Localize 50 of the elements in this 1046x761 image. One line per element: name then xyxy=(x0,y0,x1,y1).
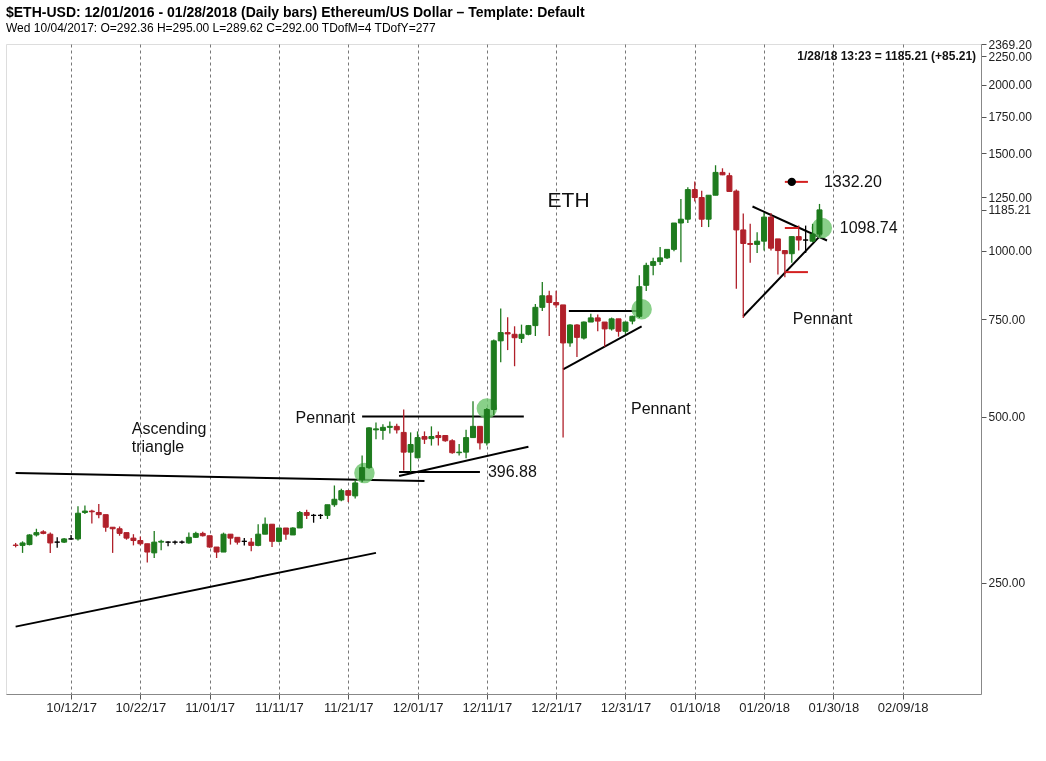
annotation: Ascending triangle xyxy=(131,420,207,455)
y-tick-label: 1185.21 xyxy=(988,203,1032,218)
annotation: 1/28/18 13:23 = 1185.21 (+85.21) xyxy=(797,48,977,63)
candlestick xyxy=(795,224,802,252)
x-tick-label: 11/11/17 xyxy=(255,699,304,715)
x-tick-label: 01/10/18 xyxy=(669,699,721,715)
y-tick-label: 1250.00 xyxy=(988,190,1033,205)
x-tick-label: 12/11/17 xyxy=(462,699,513,715)
x-tick-label: 11/21/17 xyxy=(323,699,374,715)
annotation: 396.88 xyxy=(487,462,537,480)
x-tick-label: 02/09/18 xyxy=(877,699,929,715)
annotation: 1098.74 xyxy=(839,219,898,237)
annotation: Pennant xyxy=(295,408,356,426)
x-tick-label: 12/31/17 xyxy=(600,699,652,715)
candlestick xyxy=(400,408,407,472)
chart-title: $ETH-USD: 12/01/2016 - 01/28/2018 (Daily bars) Ethereum/US Dollar – Template: Default xyxy=(6,4,585,20)
point xyxy=(787,177,796,187)
x-tick-label: 11/01/17 xyxy=(185,699,235,715)
x-tick-label: 10/22/17 xyxy=(115,699,167,715)
annotation: Pennant xyxy=(792,309,853,327)
y-tick-label: 1750.00 xyxy=(988,110,1033,125)
y-tick-label: 1500.00 xyxy=(988,146,1033,161)
candlestick xyxy=(788,235,795,264)
annotation: ETH xyxy=(547,188,590,212)
candlestick xyxy=(476,425,483,451)
candlestick xyxy=(81,504,88,515)
x-tick-label: 12/01/17 xyxy=(392,699,444,715)
candlestick xyxy=(428,425,435,447)
candlestick xyxy=(567,323,574,348)
x-tick-label: 01/30/18 xyxy=(808,699,860,715)
annotation: 1332.20 xyxy=(823,172,882,190)
candlestick xyxy=(352,479,359,500)
candlestick xyxy=(47,531,54,554)
y-tick-label: 2000.00 xyxy=(988,78,1033,93)
x-tick-label: 12/21/17 xyxy=(531,699,582,715)
x-tick-label: 01/20/18 xyxy=(739,699,790,715)
y-tick-label: 500.00 xyxy=(988,410,1026,425)
x-tick-label: 10/12/17 xyxy=(46,699,97,715)
y-tick-label: 750.00 xyxy=(988,312,1026,327)
annotation: Pennant xyxy=(630,399,692,417)
chart-subtitle: Wed 10/04/2017: O=292.36 H=295.00 L=289.62 C=292.00 TDofM=4 TDofY=277 xyxy=(6,21,436,35)
candlestick xyxy=(165,540,172,547)
y-tick-label: 1000.00 xyxy=(988,244,1033,259)
candlestick xyxy=(573,323,580,358)
y-tick-label: 250.00 xyxy=(988,576,1026,591)
y-tick-label: 2250.00 xyxy=(988,49,1033,64)
y-tick-label: 2369.20 xyxy=(988,37,1033,52)
candlestick xyxy=(269,523,276,548)
candlestick xyxy=(220,531,227,553)
candlestick xyxy=(68,534,75,541)
